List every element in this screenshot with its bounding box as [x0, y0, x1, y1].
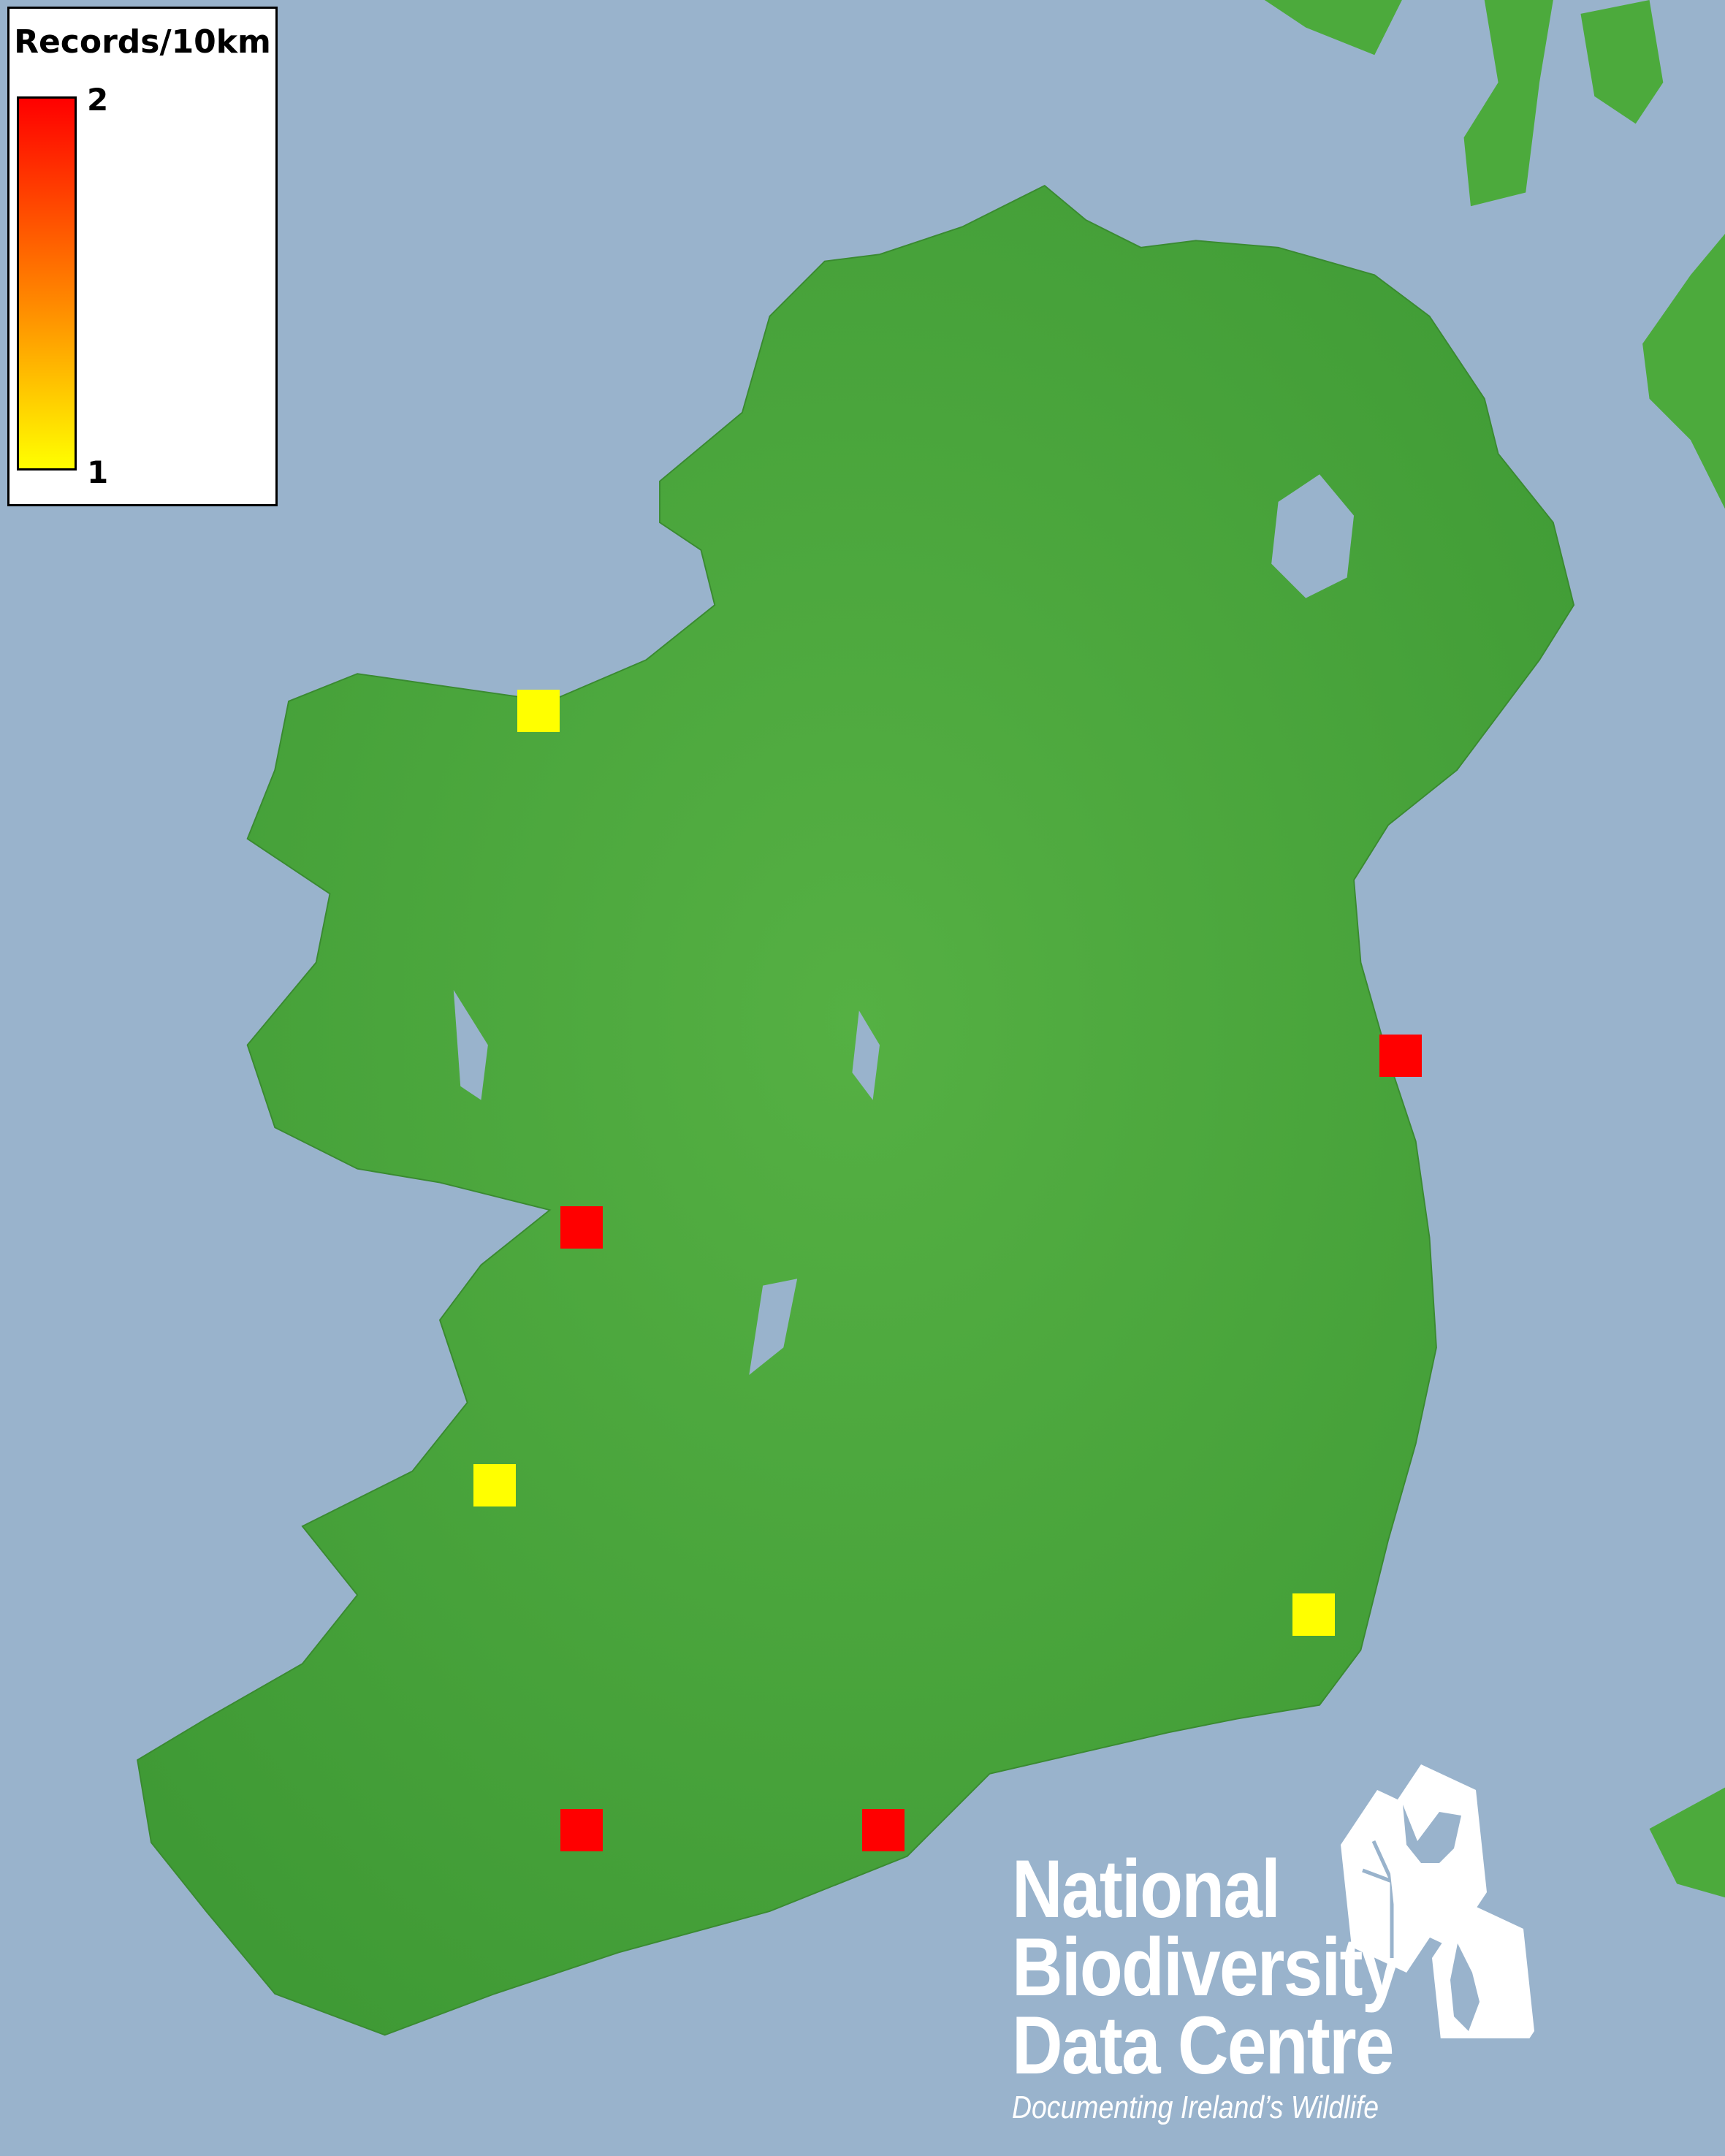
ireland-landmass [137, 184, 1575, 2036]
record-square[interactable] [862, 1809, 905, 1851]
seahorse-icon [1432, 1903, 1534, 2038]
logo-line-2: Biodiversity [1012, 1921, 1401, 2013]
lough-corrib [453, 990, 488, 1100]
lough-neagh [1271, 474, 1355, 598]
logo-line-3: Data Centre [1012, 2000, 1394, 2091]
lough-ree [852, 1010, 880, 1100]
record-square[interactable] [517, 690, 560, 732]
legend: Records/10km 2 1 [7, 7, 278, 506]
record-square[interactable] [1292, 1593, 1335, 1636]
legend-color-bar [17, 96, 77, 471]
logo-hexagons [1341, 1764, 1534, 2038]
record-square[interactable] [1379, 1035, 1422, 1077]
logo-tagline: Documenting Ireland’s Wildlife [1012, 2090, 1379, 2125]
legend-max-label: 2 [87, 82, 109, 118]
legend-min-label: 1 [87, 454, 109, 490]
record-square[interactable] [473, 1464, 516, 1506]
record-square[interactable] [560, 1206, 603, 1249]
record-square[interactable] [560, 1809, 603, 1851]
lough-derg [749, 1279, 798, 1376]
butterfly-icon [1385, 1764, 1487, 1947]
logo-line-1: National [1012, 1843, 1281, 1935]
legend-title: Records/10km [14, 23, 271, 61]
